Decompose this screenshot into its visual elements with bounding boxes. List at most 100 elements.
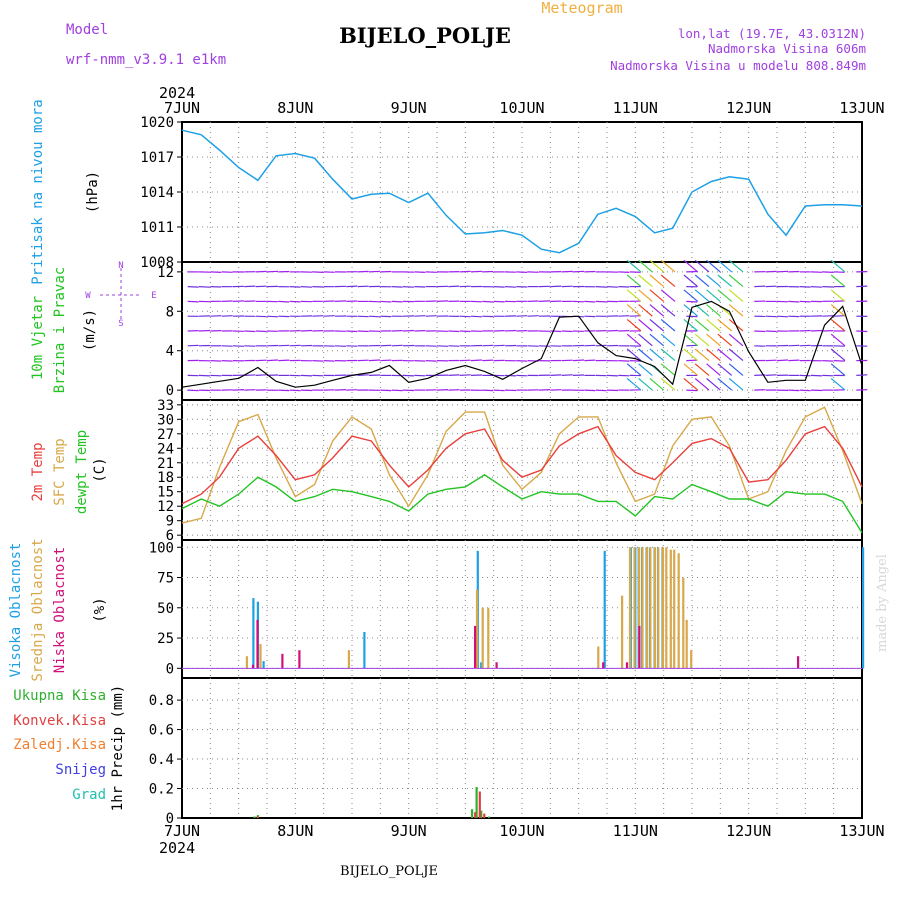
time-label-top: 11JUN [613, 99, 658, 117]
wind-barb [618, 360, 630, 362]
wind-tick-label: 12 [157, 265, 174, 281]
wind-barb [660, 304, 676, 317]
cloud-tick-label: 0 [166, 661, 174, 677]
wind-barb [244, 285, 256, 288]
wind-barb [266, 315, 279, 318]
time-label-bottom: 9JUN [391, 822, 427, 840]
wind-barb [754, 330, 766, 333]
precip-total-bar [253, 816, 256, 818]
wind-barb [504, 286, 517, 288]
wind-barb [706, 259, 721, 273]
wind-barb [694, 304, 710, 317]
wind-barb [414, 271, 426, 273]
wind-barb [572, 359, 585, 362]
cloud-high-bar [363, 632, 366, 669]
wind-barb [550, 285, 562, 288]
wind-barb [618, 315, 630, 317]
pressure-line [181, 129, 863, 254]
wind-tick-label: 0 [166, 383, 174, 399]
wind-barb [649, 378, 665, 391]
wind-barb [765, 270, 777, 273]
time-label-top: 9JUN [391, 99, 427, 117]
cloud-mid-bar [259, 644, 262, 669]
wind-barb [765, 374, 777, 376]
wind-barb [830, 348, 846, 362]
wind-barb [683, 363, 699, 376]
wind-barb [550, 374, 562, 376]
wind-barb [626, 348, 642, 362]
wind-barb [436, 389, 449, 391]
wind-barb [660, 378, 676, 391]
wind-barb [717, 378, 733, 391]
wind-barb [694, 289, 710, 302]
cloud-mid-bar [245, 656, 248, 669]
wind-barb [278, 389, 290, 392]
cloud-mid-bar [621, 595, 624, 669]
cloud-low-bar [625, 662, 629, 669]
cloud-label-2: Srednja Oblacnost [30, 538, 46, 681]
compass-west: W [85, 291, 91, 301]
wind-barb [830, 363, 846, 376]
precip-unit: 1hr Precip (mm) [110, 685, 126, 811]
model-label: Model [66, 22, 108, 38]
wind-barb [312, 271, 324, 273]
wind-barb [312, 360, 324, 362]
wind-barb [516, 271, 528, 273]
wind-barb [606, 286, 619, 288]
wind-barb [660, 274, 676, 288]
wind-barb [482, 300, 494, 303]
wind-barb [706, 333, 721, 347]
pressure-tick-label: 1017 [140, 150, 174, 166]
wind-barb [527, 315, 539, 317]
cloud-mid-bar [690, 650, 693, 669]
wind-barb [550, 330, 562, 333]
pressure-tick-label: 1008 [140, 255, 174, 271]
precip-total-bar [480, 810, 483, 818]
wind-barb [649, 318, 665, 332]
wind-barb [810, 374, 823, 377]
wind-barb [482, 359, 494, 362]
wind-unit: (m/s) [82, 309, 98, 351]
wind-barb [255, 374, 267, 376]
cloud-low-bar [797, 656, 800, 669]
precip-total-bar [471, 809, 474, 818]
cloud-low-bar [281, 653, 284, 669]
precip-tick-label: 0.8 [149, 693, 174, 709]
cloud-mid-bar [657, 547, 660, 669]
temp-tick-label: 27 [157, 427, 174, 443]
wind-barb [799, 389, 811, 392]
wind-barb [470, 315, 483, 318]
wind-barb [638, 259, 653, 273]
wind-barb [638, 348, 653, 362]
elevation-text: Nadmorska Visina 606m [708, 41, 866, 56]
time-label-top: 10JUN [499, 99, 544, 117]
wind-barb [638, 378, 653, 391]
wind-barb [706, 363, 721, 376]
wind-label-1: 10m Vjetar [30, 296, 46, 380]
wind-barb [728, 259, 744, 273]
precip-legend-total: Ukupna Kisa [13, 688, 106, 704]
wind-barb [683, 318, 699, 332]
wind-barb [660, 289, 676, 302]
precip-tick-label: 0.2 [149, 782, 174, 798]
wind-barb [686, 359, 698, 362]
wind-barb [776, 359, 789, 362]
wind-barb [660, 363, 676, 376]
wind-barb [187, 300, 199, 303]
wind-barb [799, 329, 811, 332]
wind-barb [649, 348, 665, 362]
wind-barb [694, 318, 710, 332]
cloud-tick-label: 50 [157, 601, 174, 617]
wind-label-2: Brzina i Pravac [52, 267, 68, 393]
cloud-tick-label: 25 [157, 631, 174, 647]
wind-barb [380, 389, 392, 392]
wind-barb [706, 289, 721, 302]
wind-barb [232, 345, 245, 347]
time-label-bottom: 13JUN [839, 822, 884, 840]
time-label-top: 7JUN [164, 99, 200, 117]
wind-barb [391, 389, 403, 392]
wind-barb [728, 289, 744, 302]
wind-barb [402, 329, 415, 332]
wind-barb [368, 315, 381, 318]
cloud-mid-bar [653, 547, 656, 669]
